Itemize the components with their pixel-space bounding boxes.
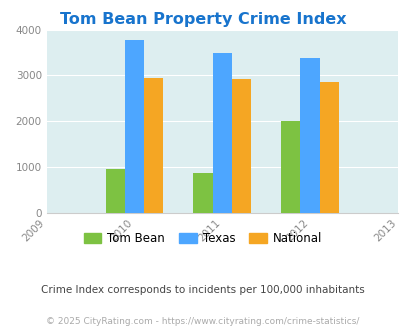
Text: Crime Index corresponds to incidents per 100,000 inhabitants: Crime Index corresponds to incidents per… [41, 285, 364, 295]
Bar [212, 53, 231, 213]
Bar [280, 121, 300, 213]
Bar [319, 82, 338, 213]
Bar [124, 40, 144, 213]
Text: Tom Bean Property Crime Index: Tom Bean Property Crime Index [60, 12, 345, 26]
Text: © 2025 CityRating.com - https://www.cityrating.com/crime-statistics/: © 2025 CityRating.com - https://www.city… [46, 317, 359, 326]
Bar [144, 78, 163, 213]
Bar [105, 169, 124, 213]
Bar [193, 173, 212, 213]
Bar [300, 58, 319, 213]
Bar [231, 79, 251, 213]
Legend: Tom Bean, Texas, National: Tom Bean, Texas, National [79, 227, 326, 250]
